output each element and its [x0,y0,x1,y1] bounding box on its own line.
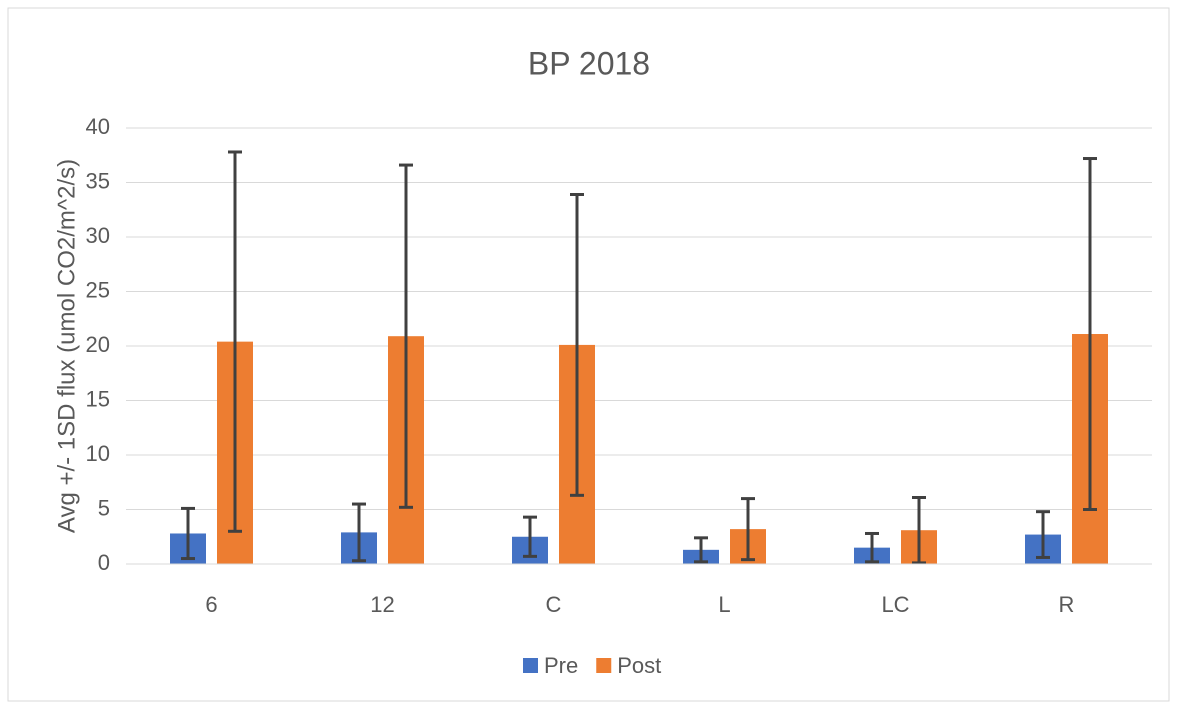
y-axis-label: Avg +/- 1SD flux (umol CO2/m^2/s) [53,159,80,533]
x-tick-label: L [718,592,730,617]
y-tick-label: 10 [86,441,110,466]
y-tick-label: 5 [98,495,110,520]
legend-swatch [523,658,538,673]
x-tick-label: 6 [205,592,217,617]
y-tick-label: 20 [86,332,110,357]
y-tick-label: 0 [98,550,110,575]
y-tick-label: 30 [86,223,110,248]
x-tick-label: LC [881,592,909,617]
x-tick-label: 12 [370,592,394,617]
y-tick-label: 15 [86,386,110,411]
legend-swatch [596,658,612,673]
x-tick-label: C [546,592,562,617]
x-tick-label: R [1059,592,1075,617]
y-tick-label: 40 [86,114,110,139]
y-tick-label: 25 [86,277,110,302]
legend-label: Post [617,653,661,678]
legend-label: Pre [544,653,578,678]
y-tick-label: 35 [86,168,110,193]
chart-title: BP 2018 [528,45,650,81]
